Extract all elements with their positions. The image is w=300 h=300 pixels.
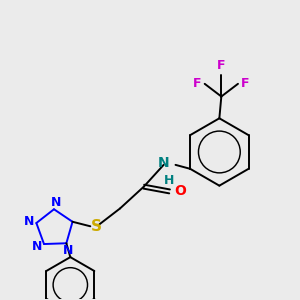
Text: N: N bbox=[158, 156, 170, 170]
Text: F: F bbox=[193, 76, 202, 89]
Text: N: N bbox=[24, 214, 34, 227]
Text: H: H bbox=[164, 174, 174, 187]
Text: O: O bbox=[174, 184, 186, 198]
Text: S: S bbox=[91, 219, 102, 234]
Text: F: F bbox=[241, 76, 250, 89]
Text: N: N bbox=[51, 196, 61, 208]
Text: N: N bbox=[63, 244, 74, 257]
Text: F: F bbox=[217, 58, 226, 71]
Text: N: N bbox=[32, 239, 42, 253]
